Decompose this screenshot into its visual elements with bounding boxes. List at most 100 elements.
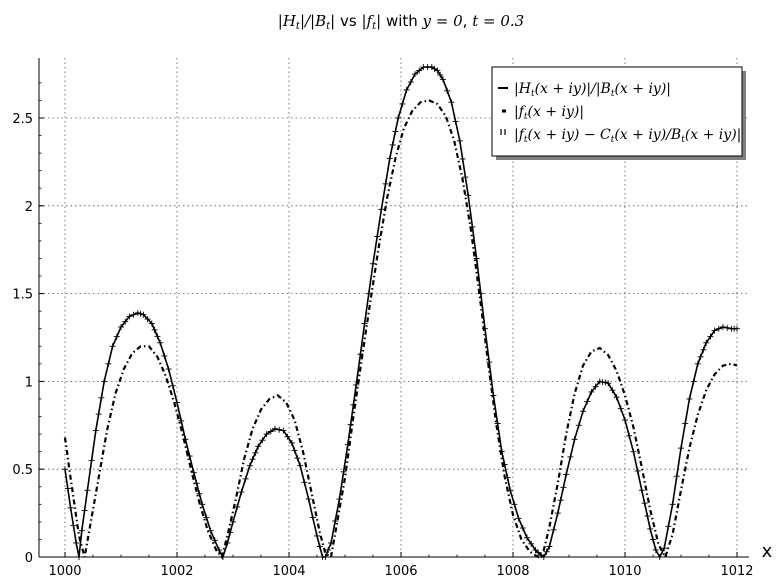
- series-marker-plus: [353, 381, 360, 388]
- series-marker-plus: [498, 448, 505, 455]
- series-marker-plus: [88, 457, 95, 464]
- series-marker-plus: [276, 426, 283, 433]
- series-marker-plus: [465, 192, 472, 199]
- series-marker-plus: [161, 352, 168, 359]
- series-marker-plus: [340, 468, 347, 475]
- series-marker-plus: [144, 316, 151, 323]
- series-marker-plus: [700, 346, 707, 353]
- series-marker-plus: [617, 405, 624, 412]
- series-marker-plus: [571, 436, 578, 443]
- series-marker-plus: [588, 388, 595, 395]
- series-marker-plus: [378, 206, 385, 213]
- title-math-6: y = 0: [422, 12, 464, 30]
- series-marker-plus: [259, 437, 266, 444]
- series-marker-plus: [456, 137, 463, 144]
- series-marker-plus: [242, 475, 249, 482]
- series-marker-plus: [524, 534, 530, 541]
- series-marker-plus: [374, 233, 381, 240]
- series-marker-plus: [267, 428, 274, 435]
- series-marker-plus: [511, 501, 518, 508]
- series-marker-plus: [370, 260, 376, 267]
- series-marker-plus: [122, 318, 129, 325]
- title-vs: vs: [335, 12, 361, 30]
- series-marker-plus: [437, 71, 444, 78]
- chart-title: |Ht|/|Bt| vs |ft| with y = 0, t = 0.3: [278, 12, 524, 32]
- title-math-7: t = 0.3: [472, 12, 524, 30]
- series-marker-plus: [563, 471, 570, 478]
- series-marker-plus: [462, 174, 469, 181]
- series-marker-plus: [507, 487, 514, 494]
- series-marker-plus: [543, 548, 550, 555]
- y-tick-label: 1: [25, 375, 33, 390]
- series-marker-plus: [211, 537, 218, 544]
- series-marker-plus: [382, 180, 389, 187]
- series-marker-plus: [652, 546, 659, 553]
- series-marker-plus: [272, 425, 278, 432]
- legend-entry: |ft(x + iy) − Ct(x + iy)/Bt(x + iy)|: [500, 127, 741, 145]
- series-marker-plus: [294, 455, 301, 462]
- series-marker-plus: [711, 327, 718, 334]
- series-line-ht-bt: [64, 66, 737, 558]
- series-marker-plus: [715, 325, 722, 332]
- series-marker-plus: [686, 395, 693, 402]
- series-marker-plus: [190, 469, 197, 476]
- series-marker-plus: [678, 445, 684, 452]
- series-marker-plus: [130, 311, 137, 318]
- series-marker-plus: [694, 360, 701, 367]
- series-marker-plus: [638, 487, 645, 494]
- series-marker-plus: [291, 447, 298, 454]
- series-marker-plus: [336, 496, 343, 503]
- series-marker-plus: [64, 485, 71, 492]
- series-marker-plus: [469, 223, 476, 230]
- series-marker-plus: [92, 427, 99, 434]
- series-marker-plus: [148, 320, 155, 327]
- series-marker-plus: [67, 504, 74, 511]
- series-marker-plus: [62, 466, 68, 473]
- series-marker-plus: [255, 443, 262, 450]
- series-marker-plus: [386, 155, 393, 162]
- series-marker-plus: [157, 339, 164, 346]
- series-marker-plus: [501, 461, 508, 468]
- series-marker-plus: [599, 378, 606, 385]
- series-marker-plus: [490, 392, 497, 399]
- series-marker-plus: [504, 474, 511, 481]
- series-marker-plus: [199, 501, 206, 508]
- series-marker-plus: [101, 378, 108, 385]
- series-marker-plus: [444, 87, 451, 94]
- series-marker-plus: [357, 351, 364, 358]
- title-math-2: |/|B: [300, 12, 326, 30]
- legend-label-1: |Ht(x + iy)|/|Bt(x + iy)|: [514, 81, 671, 99]
- series-marker-plus: [592, 383, 599, 390]
- series-marker-plus: [656, 554, 663, 560]
- series-marker-plus: [347, 421, 354, 428]
- title-with: with: [381, 12, 422, 30]
- legend-entry: |ft(x + iy)|: [502, 104, 584, 122]
- series-marker-plus: [196, 490, 203, 497]
- series-marker-plus: [332, 518, 339, 525]
- series-marker-plus: [389, 141, 396, 148]
- series-marker-plus: [540, 554, 547, 560]
- series-marker-plus: [126, 313, 133, 320]
- y-tick-label: 2: [25, 200, 33, 215]
- series-marker-plus: [252, 449, 259, 456]
- x-axis-label: x: [762, 541, 773, 562]
- title-math-3: |: [330, 12, 335, 30]
- series-marker-plus: [661, 545, 668, 552]
- series-marker-plus: [81, 507, 88, 514]
- series-marker-plus: [707, 333, 714, 340]
- series-marker-plus: [626, 432, 633, 439]
- series-marker-plus: [174, 399, 180, 406]
- series-marker-plus: [140, 311, 147, 318]
- series-marker-plus: [328, 539, 334, 546]
- x-tick-label: 1010: [608, 564, 641, 579]
- series-marker-plus: [182, 436, 189, 443]
- series-marker-plus: [440, 76, 446, 83]
- series-marker-plus: [309, 514, 316, 521]
- series-marker-plus: [344, 441, 351, 448]
- series-marker-plus: [219, 554, 226, 560]
- series-marker-plus: [550, 526, 557, 533]
- series-marker-plus: [452, 118, 459, 125]
- series-marker-plus: [575, 422, 582, 429]
- series-marker-plus: [314, 532, 320, 539]
- series-marker-plus: [280, 427, 287, 434]
